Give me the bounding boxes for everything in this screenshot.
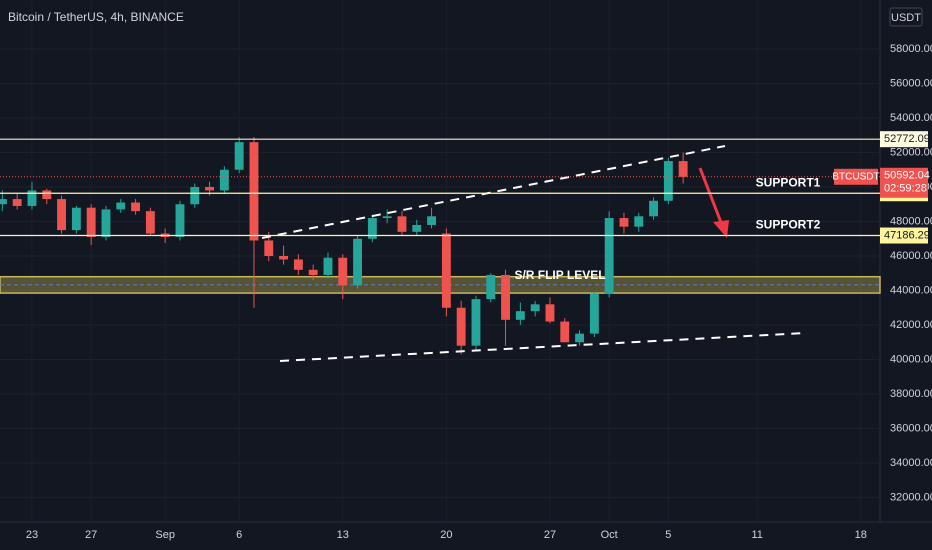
trend-line [279, 332, 806, 362]
candle-body [604, 218, 614, 294]
zone [0, 275, 881, 294]
x-tick-label: 27 [85, 529, 97, 541]
candle-body [175, 204, 185, 238]
candle-body [323, 257, 333, 275]
candle-body [382, 216, 392, 219]
y-tick-label: 40000.00 [890, 353, 932, 365]
candle-body [264, 240, 274, 256]
chart-title: Bitcoin / TetherUS, 4h, BINANCE [8, 10, 184, 24]
symbol-tag [834, 168, 878, 185]
level-value: 47186.29 [884, 229, 930, 241]
candle-body [471, 299, 481, 346]
level-tag [880, 227, 928, 244]
y-tick-label: 44000.00 [890, 284, 932, 296]
candle-body [589, 293, 599, 334]
candle-body [279, 255, 289, 260]
y-tick-label: 34000.00 [890, 457, 932, 469]
candle-body [486, 274, 496, 300]
candle-body [634, 216, 644, 227]
y-tick-label: 32000.00 [890, 491, 932, 503]
candle-body [367, 218, 377, 239]
candle-body [57, 199, 67, 231]
candle-body [12, 199, 22, 206]
last-price: 50592.04 [884, 170, 930, 182]
y-tick-label: 56000.00 [890, 77, 932, 89]
candle-body [545, 304, 555, 322]
arrow-head [713, 220, 729, 238]
x-tick-label: Sep [155, 529, 175, 541]
x-tick-label: 6 [236, 529, 242, 541]
level-value: 52772.09 [884, 133, 930, 145]
candle-body [131, 202, 141, 212]
candle-body [530, 304, 540, 312]
x-tick-label: 23 [26, 529, 38, 541]
candle-body [338, 257, 348, 286]
zone-label: S/R FLIP LEVEL [514, 268, 605, 282]
candle-body [501, 274, 511, 320]
y-tick-label: 42000.00 [890, 319, 932, 331]
level-label: SUPPORT2 [756, 218, 821, 232]
currency[interactable]: USDT [891, 12, 921, 24]
x-tick-label: 13 [337, 529, 349, 541]
x-tick-label: Oct [601, 529, 618, 541]
candle-body [663, 161, 673, 201]
candle-body [27, 190, 37, 206]
candle-body [219, 169, 229, 191]
candle-body [353, 238, 363, 286]
countdown: 02:59:28 [884, 183, 927, 195]
candle-body [0, 199, 7, 205]
candle-body [412, 224, 422, 232]
candle-body [649, 200, 659, 217]
candle-body [71, 207, 81, 231]
y-tick-label: 48000.00 [890, 215, 932, 227]
candle-body [441, 233, 451, 308]
candle-body [249, 142, 259, 241]
level-label: SUPPORT1 [756, 175, 821, 189]
candle-body [86, 207, 96, 238]
candle-body [397, 216, 407, 232]
x-tick-label: 11 [751, 529, 762, 541]
plot [0, 136, 881, 355]
currency-box[interactable] [889, 7, 923, 27]
candle-body [101, 209, 111, 238]
y-tick-label: 58000.00 [890, 43, 932, 55]
candle-body [456, 307, 466, 346]
y-tick-label: 38000.00 [890, 388, 932, 400]
x-tick-label: 5 [665, 529, 671, 541]
candle-body [678, 161, 688, 177]
candle-body [116, 202, 126, 210]
y-tick-label: 54000.00 [890, 112, 932, 124]
x-tick-label: 20 [440, 529, 452, 541]
candle-body [427, 216, 437, 225]
candle-body [234, 142, 244, 170]
price-tag [880, 167, 928, 198]
candle-body [145, 211, 155, 234]
candle-body [575, 333, 585, 343]
candle-body [308, 269, 318, 275]
x-tick-label: 27 [544, 529, 556, 541]
candle-body [515, 311, 525, 320]
candle-body [293, 259, 303, 270]
candle-body [205, 186, 215, 191]
x-tick-label: 18 [855, 529, 867, 541]
candle-body [619, 218, 629, 227]
arrow-shaft [698, 167, 724, 226]
symbol: BTCUSDT [832, 171, 879, 182]
level-tag [880, 131, 928, 148]
y-tick-label: 46000.00 [890, 250, 932, 262]
candle-body [560, 321, 570, 343]
y-tick-label: 36000.00 [890, 422, 932, 434]
candle-body [42, 190, 52, 200]
y-tick-label: 52000.00 [890, 146, 932, 158]
candle-body [190, 186, 200, 205]
